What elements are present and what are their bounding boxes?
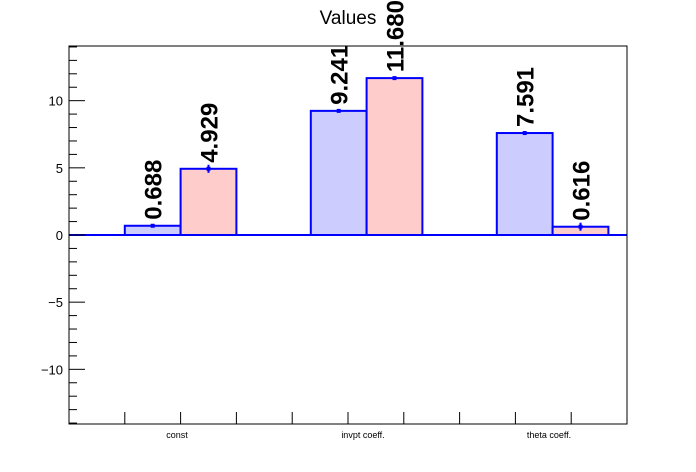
bar-series-1-1 xyxy=(309,109,368,236)
bar-marker xyxy=(578,224,583,229)
bar-marker xyxy=(336,108,341,113)
data-label: 9.241 xyxy=(327,45,354,105)
data-label: 0.616 xyxy=(569,161,596,221)
bar-marker xyxy=(522,131,527,136)
bar-marker xyxy=(150,223,155,228)
data-label: 0.688 xyxy=(141,160,168,220)
data-label: 7.591 xyxy=(513,67,540,127)
bar-series-1-2 xyxy=(495,132,554,236)
y-tick-label: 0 xyxy=(56,228,63,243)
y-tick-label: −10 xyxy=(41,362,63,377)
y-tick-label: 5 xyxy=(56,161,63,176)
bar-series-2-1 xyxy=(365,77,424,236)
chart-title: Values xyxy=(320,8,377,29)
x-category-label: invpt coeff. xyxy=(341,430,384,440)
y-tick-label: −5 xyxy=(48,295,63,310)
data-label: 11.680 xyxy=(383,0,410,72)
data-label: 4.929 xyxy=(197,103,224,163)
y-tick-label: 10 xyxy=(49,94,63,109)
bar-marker xyxy=(392,76,397,81)
bar-marker xyxy=(206,166,211,171)
bar-series-2-0 xyxy=(179,167,238,236)
x-category-label: theta coeff. xyxy=(527,430,571,440)
x-category-label: const xyxy=(166,430,188,440)
